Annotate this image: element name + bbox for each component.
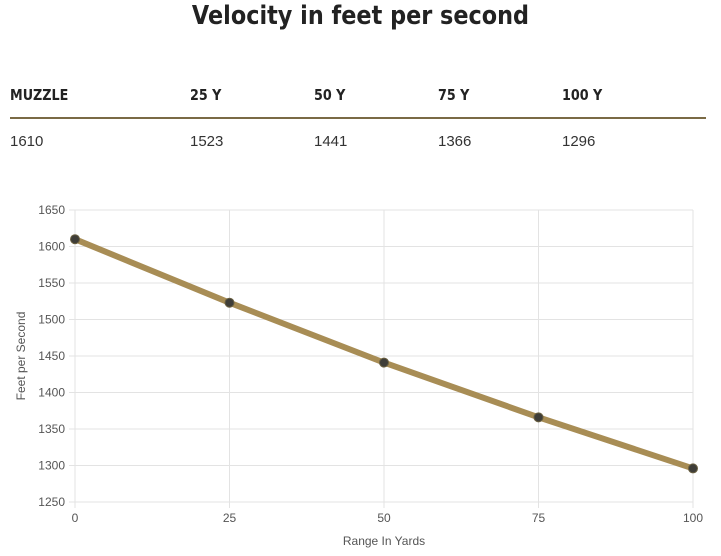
table-header-75y: 75 Y [438,86,470,104]
chart-axes: 1250 1300 1350 1400 1450 1500 1550 1600 1650 0 25 5… [38,203,703,525]
x-tick-label: 50 [377,511,391,525]
y-tick-label: 1350 [38,422,65,436]
y-tick-label: 1500 [38,313,65,327]
table-header-100y: 100 Y [562,86,603,104]
data-point [379,357,389,368]
y-tick-label: 1550 [38,276,65,290]
data-point [688,463,698,474]
x-tick-label: 25 [223,511,237,525]
table-cell-100y: 1296 [562,133,596,150]
y-tick-label: 1450 [38,349,65,363]
y-tick-label: 1300 [38,459,65,473]
y-tick-label: 1400 [38,386,65,400]
table-cell-25y: 1523 [190,133,224,150]
table-cell-50y: 1441 [314,133,348,150]
velocity-line-chart: 1250 1300 1350 1400 1450 1500 1550 1600 1650 0 25 5… [14,203,703,548]
table-cell-75y: 1366 [438,133,472,150]
page-title: Velocity in feet per second [191,1,530,31]
y-tick-label: 1650 [38,203,65,217]
y-tick-label: 1600 [38,240,65,254]
y-tick-label: 1250 [38,495,65,509]
data-point [533,412,544,423]
x-tick-label: 75 [532,511,546,525]
chart-grid [69,209,694,508]
table-header-25y: 25 Y [190,86,222,104]
table-header-50y: 50 Y [314,86,346,104]
table-divider [10,117,706,119]
chart-series [70,234,698,474]
velocity-table: MUZZLE 25 Y 50 Y 75 Y 100 Y 1610 1523 14… [0,0,721,160]
table-cell-muzzle: 1610 [10,133,44,150]
data-point [70,234,80,245]
x-tick-label: 100 [683,511,703,525]
y-axis-label: Feet per Second [14,312,28,401]
x-axis-label: Range In Yards [343,534,425,548]
data-point [224,297,235,308]
table-header-muzzle: MUZZLE [10,86,69,104]
x-tick-label: 0 [72,511,79,525]
